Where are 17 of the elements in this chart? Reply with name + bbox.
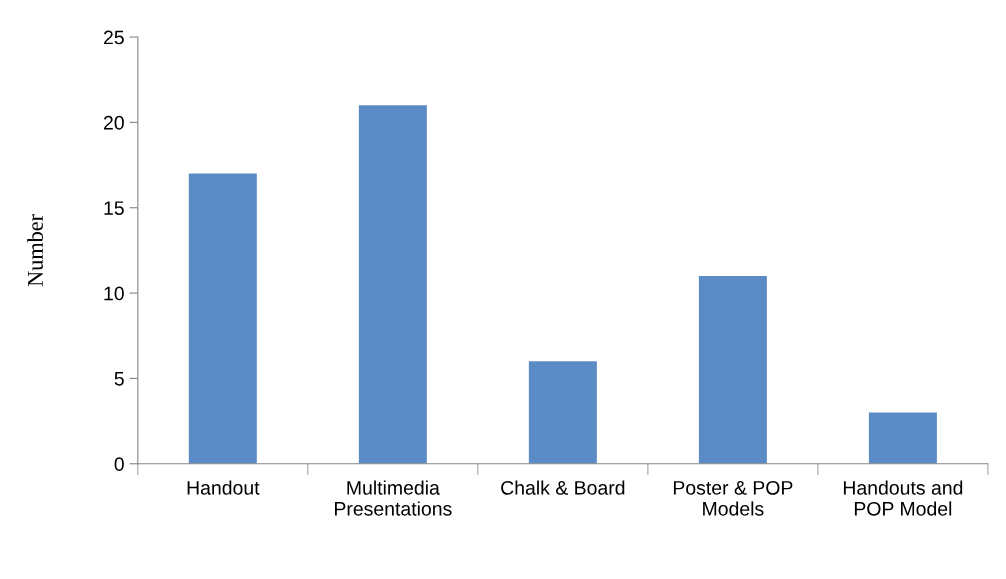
y-tick-label: 10 xyxy=(104,286,124,301)
x-tick-label: Chalk & Board xyxy=(501,480,625,495)
y-tick-label: 20 xyxy=(103,115,124,130)
x-tick-label: Poster & POP Models xyxy=(673,480,793,516)
y-tick-label: 0 xyxy=(114,457,124,472)
bar xyxy=(358,105,427,464)
bar xyxy=(868,412,937,464)
x-tick-label: Multimedia Presentations xyxy=(334,480,452,516)
y-tick-label: 15 xyxy=(104,201,124,215)
bar xyxy=(528,361,597,464)
bar xyxy=(188,173,257,464)
y-tick-label: 25 xyxy=(103,30,124,45)
y-tick-label: 5 xyxy=(114,372,124,386)
x-tick-label: Handouts and POP Model xyxy=(843,480,963,516)
x-tick-label: Handout xyxy=(187,480,260,495)
y-axis-title: Number xyxy=(27,214,43,287)
bar xyxy=(698,276,767,464)
